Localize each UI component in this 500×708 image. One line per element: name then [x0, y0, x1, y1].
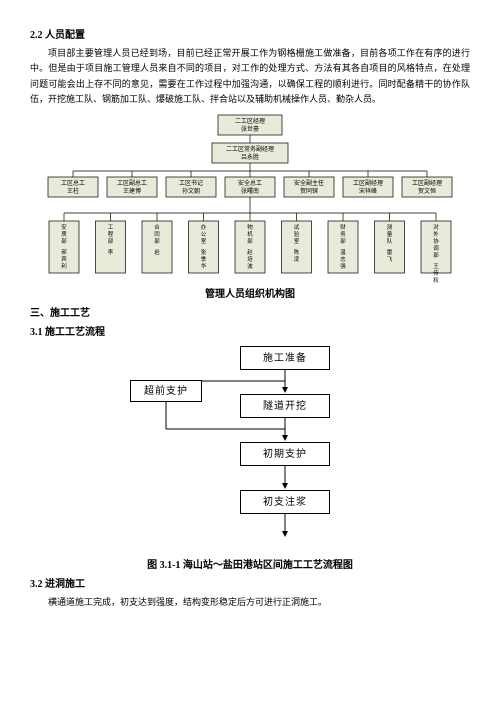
svg-text:质: 质 — [61, 230, 67, 238]
svg-text:试: 试 — [294, 223, 300, 231]
svg-text:波: 波 — [247, 262, 253, 270]
svg-text:凌: 凌 — [294, 255, 300, 263]
section-2-2-title: 2.2 人员配置 — [30, 28, 470, 43]
svg-text:吕永胜: 吕永胜 — [241, 153, 259, 161]
section-3-2-title: 3.2 进洞施工 — [30, 577, 470, 592]
svg-text:岩: 岩 — [154, 248, 160, 256]
section-3-1-title: 3.1 施工工艺流程 — [30, 325, 470, 340]
svg-text:宋祥峰: 宋祥峰 — [359, 187, 377, 195]
svg-text:财: 财 — [340, 223, 346, 231]
svg-text:张曙南: 张曙南 — [241, 187, 259, 195]
svg-text:部: 部 — [154, 237, 160, 245]
svg-text:陈: 陈 — [294, 248, 300, 256]
svg-text:贺同镔: 贺同镔 — [300, 187, 318, 195]
svg-text:王建博: 王建博 — [123, 187, 141, 195]
svg-text:工区副经理: 工区副经理 — [412, 179, 442, 187]
svg-text:权: 权 — [433, 276, 439, 283]
org-chart-caption: 管理人员组织机构图 — [30, 287, 470, 302]
svg-text:培: 培 — [247, 255, 253, 263]
svg-text:调: 调 — [433, 244, 439, 252]
svg-text:部: 部 — [433, 251, 439, 259]
svg-text:安: 安 — [61, 223, 67, 231]
svg-text:雷: 雷 — [387, 249, 393, 256]
svg-text:程: 程 — [108, 230, 114, 238]
paragraph-1: 项目部主要管理人员已经到场，目前已经正常开展工作为钢格栅施工做准备，目前各项工作… — [30, 46, 470, 107]
section-3-title: 三、施工工艺 — [30, 306, 470, 321]
flow-chart: 施工准备 超前支护 隧道开挖 初期支护 初支注浆 — [120, 344, 380, 554]
svg-text:工区副经理: 工区副经理 — [353, 179, 383, 187]
svg-text:部: 部 — [340, 237, 346, 245]
svg-text:对: 对 — [433, 223, 439, 231]
svg-text:赵: 赵 — [247, 248, 253, 256]
svg-text:张: 张 — [201, 248, 207, 256]
svg-text:郝: 郝 — [61, 248, 67, 256]
svg-text:志: 志 — [340, 255, 346, 263]
svg-text:温: 温 — [340, 248, 346, 256]
svg-text:王: 王 — [433, 263, 439, 270]
svg-text:贺文恒: 贺文恒 — [418, 187, 436, 195]
svg-text:利: 利 — [61, 262, 67, 270]
svg-text:部: 部 — [108, 237, 114, 245]
flow-chart-caption: 图 3.1-1 海山站～盐田港站区间施工工艺流程图 — [30, 558, 470, 573]
org-chart-svg: .ob { fill:#e8ebd9; stroke:#000; stroke-… — [40, 113, 460, 283]
svg-text:同: 同 — [154, 231, 160, 238]
svg-text:王柱: 王柱 — [67, 187, 79, 195]
svg-text:李: 李 — [108, 248, 114, 256]
svg-text:室: 室 — [294, 237, 300, 245]
flow-side-box: 超前支护 — [130, 380, 202, 402]
svg-text:安全总工: 安全总工 — [238, 179, 262, 187]
svg-text:外: 外 — [433, 230, 439, 238]
svg-text:办: 办 — [201, 223, 207, 231]
svg-text:工区副总工: 工区副总工 — [117, 179, 147, 187]
svg-text:华: 华 — [201, 262, 207, 270]
svg-text:传: 传 — [433, 269, 439, 277]
svg-text:强: 强 — [340, 263, 346, 270]
svg-text:二工区常务副经理: 二工区常务副经理 — [226, 145, 274, 153]
svg-text:部: 部 — [247, 237, 253, 245]
svg-text:工区总工: 工区总工 — [61, 179, 85, 187]
svg-text:工: 工 — [108, 224, 114, 231]
svg-text:量: 量 — [387, 231, 393, 238]
svg-text:机: 机 — [247, 230, 253, 238]
svg-text:协: 协 — [433, 237, 439, 245]
svg-text:务: 务 — [340, 230, 346, 238]
svg-text:飞: 飞 — [387, 256, 393, 263]
svg-text:部: 部 — [61, 237, 67, 245]
svg-text:测: 测 — [387, 223, 393, 231]
svg-text:室: 室 — [201, 237, 207, 245]
svg-text:季: 季 — [201, 255, 207, 263]
flow-step-2: 隧道开挖 — [240, 394, 330, 418]
flow-step-3: 初期支护 — [240, 442, 330, 466]
svg-text:安全副主任: 安全副主任 — [294, 179, 324, 187]
svg-text:张世豪: 张世豪 — [241, 125, 259, 133]
svg-text:二工区经理: 二工区经理 — [235, 117, 265, 125]
svg-text:公: 公 — [201, 232, 207, 238]
svg-text:物: 物 — [247, 223, 253, 231]
svg-text:孙文朝: 孙文朝 — [182, 187, 200, 195]
flow-step-1: 施工准备 — [240, 346, 330, 370]
svg-text:合: 合 — [154, 223, 160, 231]
svg-text:验: 验 — [294, 230, 300, 238]
svg-text:工区书记: 工区书记 — [179, 179, 203, 187]
org-chart: .ob { fill:#e8ebd9; stroke:#000; stroke-… — [30, 113, 470, 283]
paragraph-2: 横通道施工完成，初支达到强度，结构变形稳定后方可进行正洞施工。 — [30, 595, 470, 610]
svg-text:队: 队 — [387, 237, 393, 245]
svg-text:宾: 宾 — [61, 255, 67, 263]
flow-step-4: 初支注浆 — [240, 490, 330, 514]
